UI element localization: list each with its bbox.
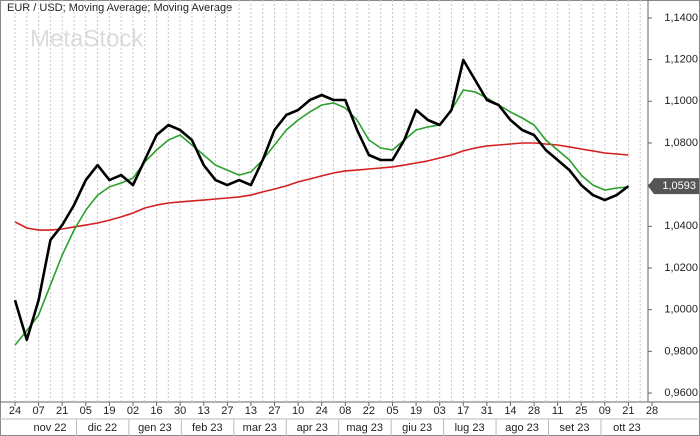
x-tick-label: 25 [575, 405, 587, 417]
x-tick-label: 13 [245, 405, 257, 417]
x-tick-label: 21 [56, 405, 68, 417]
last-value-label: 1,0593 [662, 180, 696, 192]
month-label: nov 22 [33, 422, 66, 434]
x-tick-label: 08 [339, 405, 351, 417]
y-tick-label: 0,9800 [664, 345, 698, 357]
chart-title: EUR / USD; Moving Average; Moving Averag… [7, 2, 232, 14]
month-label: dic 22 [88, 422, 117, 434]
x-tick-label: 19 [410, 405, 422, 417]
y-tick-label: 1,0200 [664, 262, 698, 274]
x-tick-label: 09 [599, 405, 611, 417]
x-tick-label: 30 [174, 405, 186, 417]
x-tick-label: 03 [434, 405, 446, 417]
month-label: mar 23 [243, 422, 277, 434]
x-tick-label: 11 [552, 405, 563, 417]
month-label: set 23 [560, 422, 590, 434]
series-line [13, 58, 630, 342]
x-tick-label: 05 [386, 405, 398, 417]
month-label: apr 23 [297, 422, 328, 434]
last-value-badge [648, 178, 699, 195]
month-label: mag 23 [346, 422, 383, 434]
x-tick-label: 28 [528, 405, 540, 417]
month-label: ott 23 [613, 422, 641, 434]
y-tick-label: 1,1200 [664, 54, 698, 66]
month-label: ago 23 [505, 422, 539, 434]
x-tick-label: 28 [646, 405, 658, 417]
x-tick-label: 24 [316, 405, 328, 417]
watermark: MetaStock [30, 25, 144, 52]
y-tick-label: 1,0000 [664, 304, 698, 316]
x-tick-label: 14 [504, 405, 516, 417]
month-label: gen 23 [138, 422, 172, 434]
x-tick-label: 22 [363, 405, 375, 417]
series-line [14, 89, 629, 346]
x-tick-label: 17 [457, 405, 469, 417]
y-tick-label: 1,1400 [664, 12, 698, 24]
y-tick-label: 1,0800 [664, 137, 698, 149]
y-tick-label: 1,0400 [664, 220, 698, 232]
x-tick-label: 13 [198, 405, 210, 417]
x-tick-label: 31 [481, 405, 493, 417]
month-label: feb 23 [192, 422, 223, 434]
month-label: lug 23 [455, 422, 485, 434]
series-line [14, 142, 629, 231]
x-tick-label: 07 [32, 405, 44, 417]
x-tick-label: 16 [150, 405, 162, 417]
x-tick-label: 21 [622, 405, 634, 417]
month-label: giu 23 [402, 422, 432, 434]
y-tick-label: 0,9600 [664, 387, 698, 399]
y-tick-label: 1,1000 [664, 95, 698, 107]
x-tick-label: 24 [9, 405, 21, 417]
x-tick-label: 19 [103, 405, 115, 417]
x-tick-label: 10 [292, 405, 304, 417]
x-tick-label: 02 [127, 405, 139, 417]
x-tick-label: 05 [80, 405, 92, 417]
x-tick-label: 27 [268, 405, 280, 417]
x-tick-label: 27 [221, 405, 233, 417]
